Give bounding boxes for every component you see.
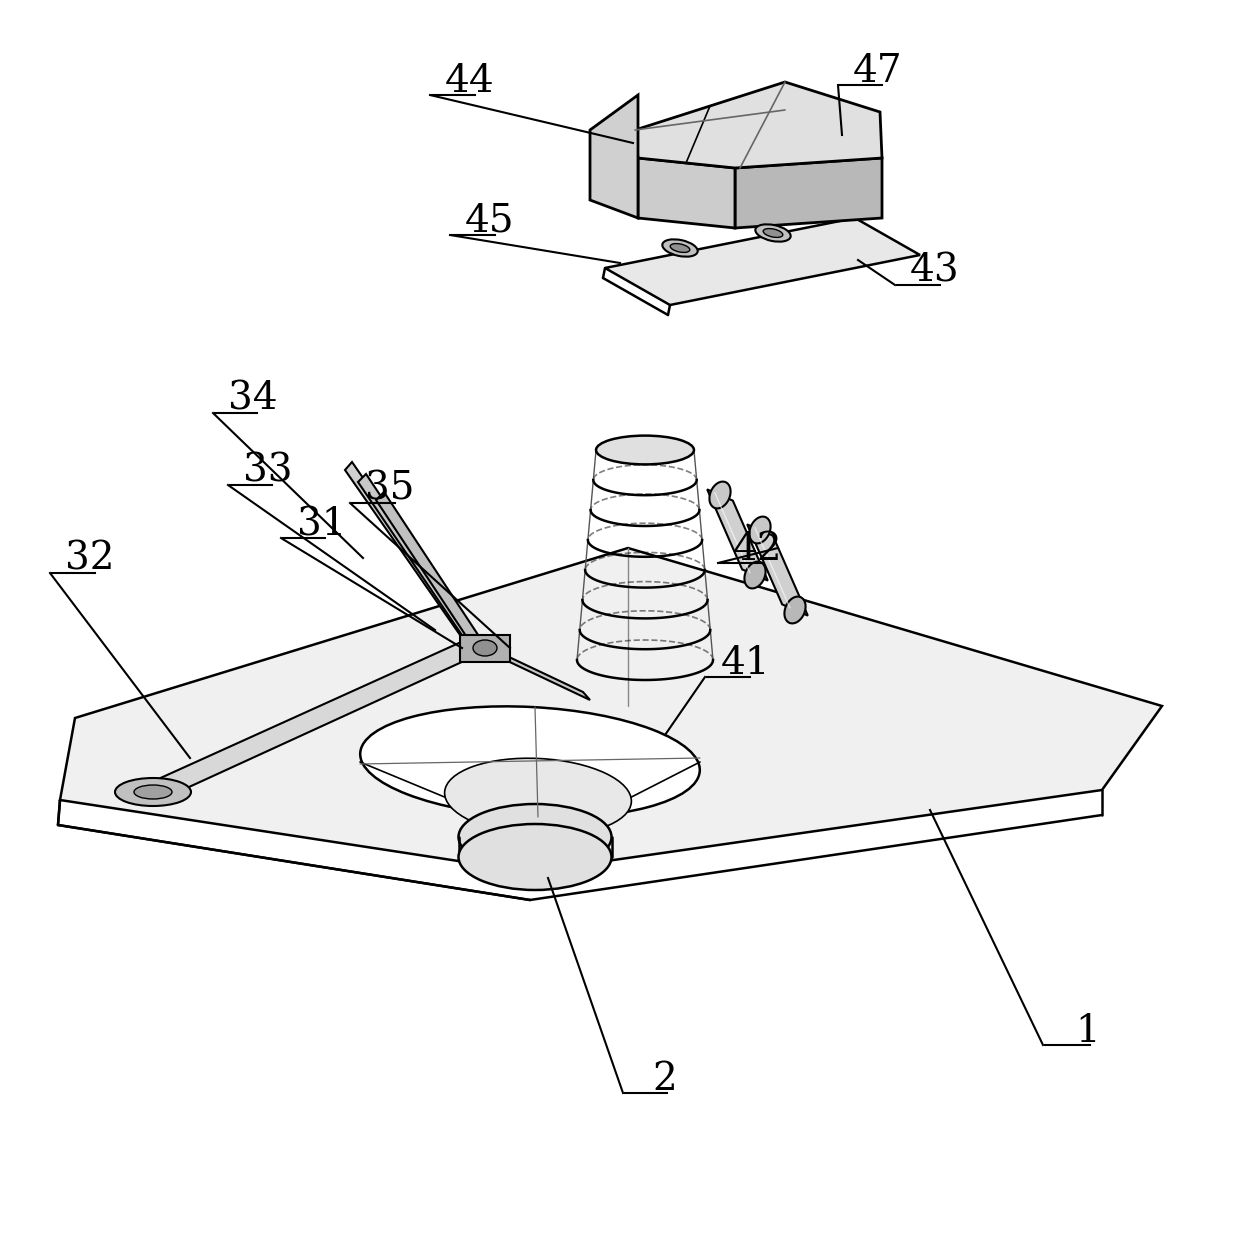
Ellipse shape [596,435,694,464]
Ellipse shape [744,562,765,588]
Polygon shape [707,489,768,581]
Polygon shape [490,648,590,700]
Ellipse shape [459,804,611,870]
Polygon shape [345,461,474,645]
Ellipse shape [459,824,611,890]
Polygon shape [60,548,1162,872]
Text: 33: 33 [243,453,293,490]
Polygon shape [635,82,882,168]
Ellipse shape [709,482,730,508]
Ellipse shape [749,517,770,543]
Polygon shape [460,635,510,662]
Polygon shape [735,158,882,228]
Text: 32: 32 [66,540,115,578]
Ellipse shape [134,785,172,799]
Ellipse shape [445,759,631,835]
Ellipse shape [670,243,689,252]
Text: 47: 47 [853,53,903,90]
Polygon shape [639,158,735,228]
Text: 42: 42 [733,530,782,568]
Text: 1: 1 [1075,1013,1100,1050]
Ellipse shape [763,228,782,237]
Ellipse shape [755,224,791,242]
Text: 44: 44 [445,63,495,100]
Polygon shape [590,95,639,218]
Ellipse shape [472,640,497,656]
Polygon shape [376,492,489,657]
Text: 45: 45 [465,203,515,240]
Ellipse shape [115,777,191,806]
Polygon shape [358,474,479,650]
Ellipse shape [662,240,698,257]
Text: 35: 35 [366,472,414,508]
Text: 2: 2 [652,1061,677,1099]
Text: 41: 41 [720,645,770,682]
Ellipse shape [785,597,806,623]
Polygon shape [605,218,920,305]
Text: 43: 43 [910,253,960,290]
Polygon shape [145,638,489,798]
Text: 31: 31 [298,507,347,543]
Text: 34: 34 [228,381,278,418]
Ellipse shape [360,706,699,818]
Polygon shape [748,524,807,616]
